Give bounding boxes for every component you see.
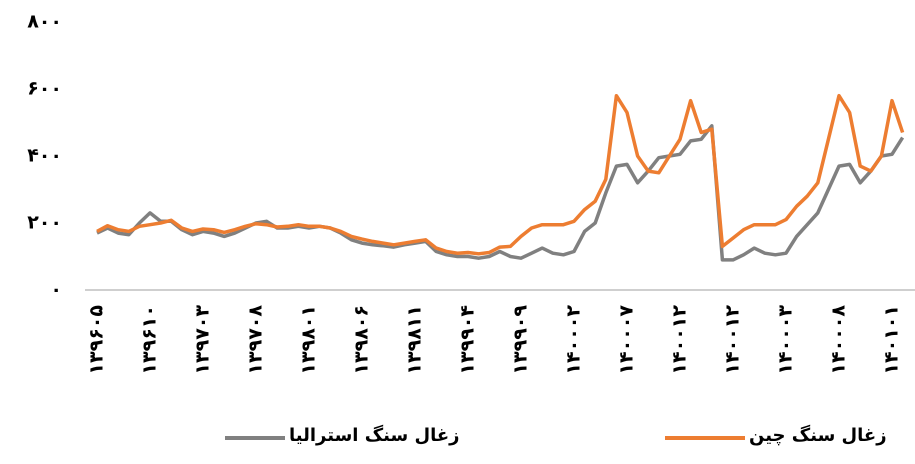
x-tick-label: ۱۳۹۶۱۰: [139, 305, 161, 375]
x-tick-label: ۱۳۹۸۰۱: [298, 305, 320, 375]
x-tick-label: ۱۳۹۷۰۸: [245, 305, 267, 375]
y-tick-label: ۲۰۰: [27, 212, 62, 234]
x-tick-label: ۱۳۹۸۱۱: [404, 305, 426, 375]
x-tick-label: ۱۳۹۷۰۳: [192, 305, 214, 375]
y-tick-label: ۴۰۰: [27, 145, 62, 167]
y-tick-label: ۶۰۰: [27, 78, 62, 100]
y-tick-label: ۰: [50, 279, 62, 301]
x-tick-label: ۱۴۰۰۰۸: [828, 305, 850, 375]
x-tick-label: ۱۳۹۹۰۴: [457, 305, 479, 375]
x-tick-label: ۱۳۹۸۰۶: [351, 305, 373, 375]
x-tick-label: ۱۳۹۹۰۹: [510, 305, 532, 375]
x-tick-label: ۱۴۰۰۱۲: [722, 305, 744, 375]
x-tick-label: ۱۴۰۰۰۲: [563, 305, 585, 375]
x-tick-label: ۱۳۹۶۰۵: [86, 305, 108, 375]
x-tick-label: ۱۴۰۰۰۷: [616, 305, 638, 375]
y-tick-label: ۸۰۰: [27, 11, 62, 33]
legend-label: زغال سنگ چین: [749, 424, 887, 446]
legend-label: زغال سنگ استرالیا: [289, 424, 460, 446]
x-tick-label: ۱۴۰۰۰۳: [775, 305, 797, 375]
series-line: [96, 93, 905, 256]
x-tick-label: ۱۴۰۰۱۲: [669, 305, 691, 375]
series-line: [96, 124, 905, 262]
x-tick-label: ۱۴۰۱۰۱: [881, 305, 903, 375]
